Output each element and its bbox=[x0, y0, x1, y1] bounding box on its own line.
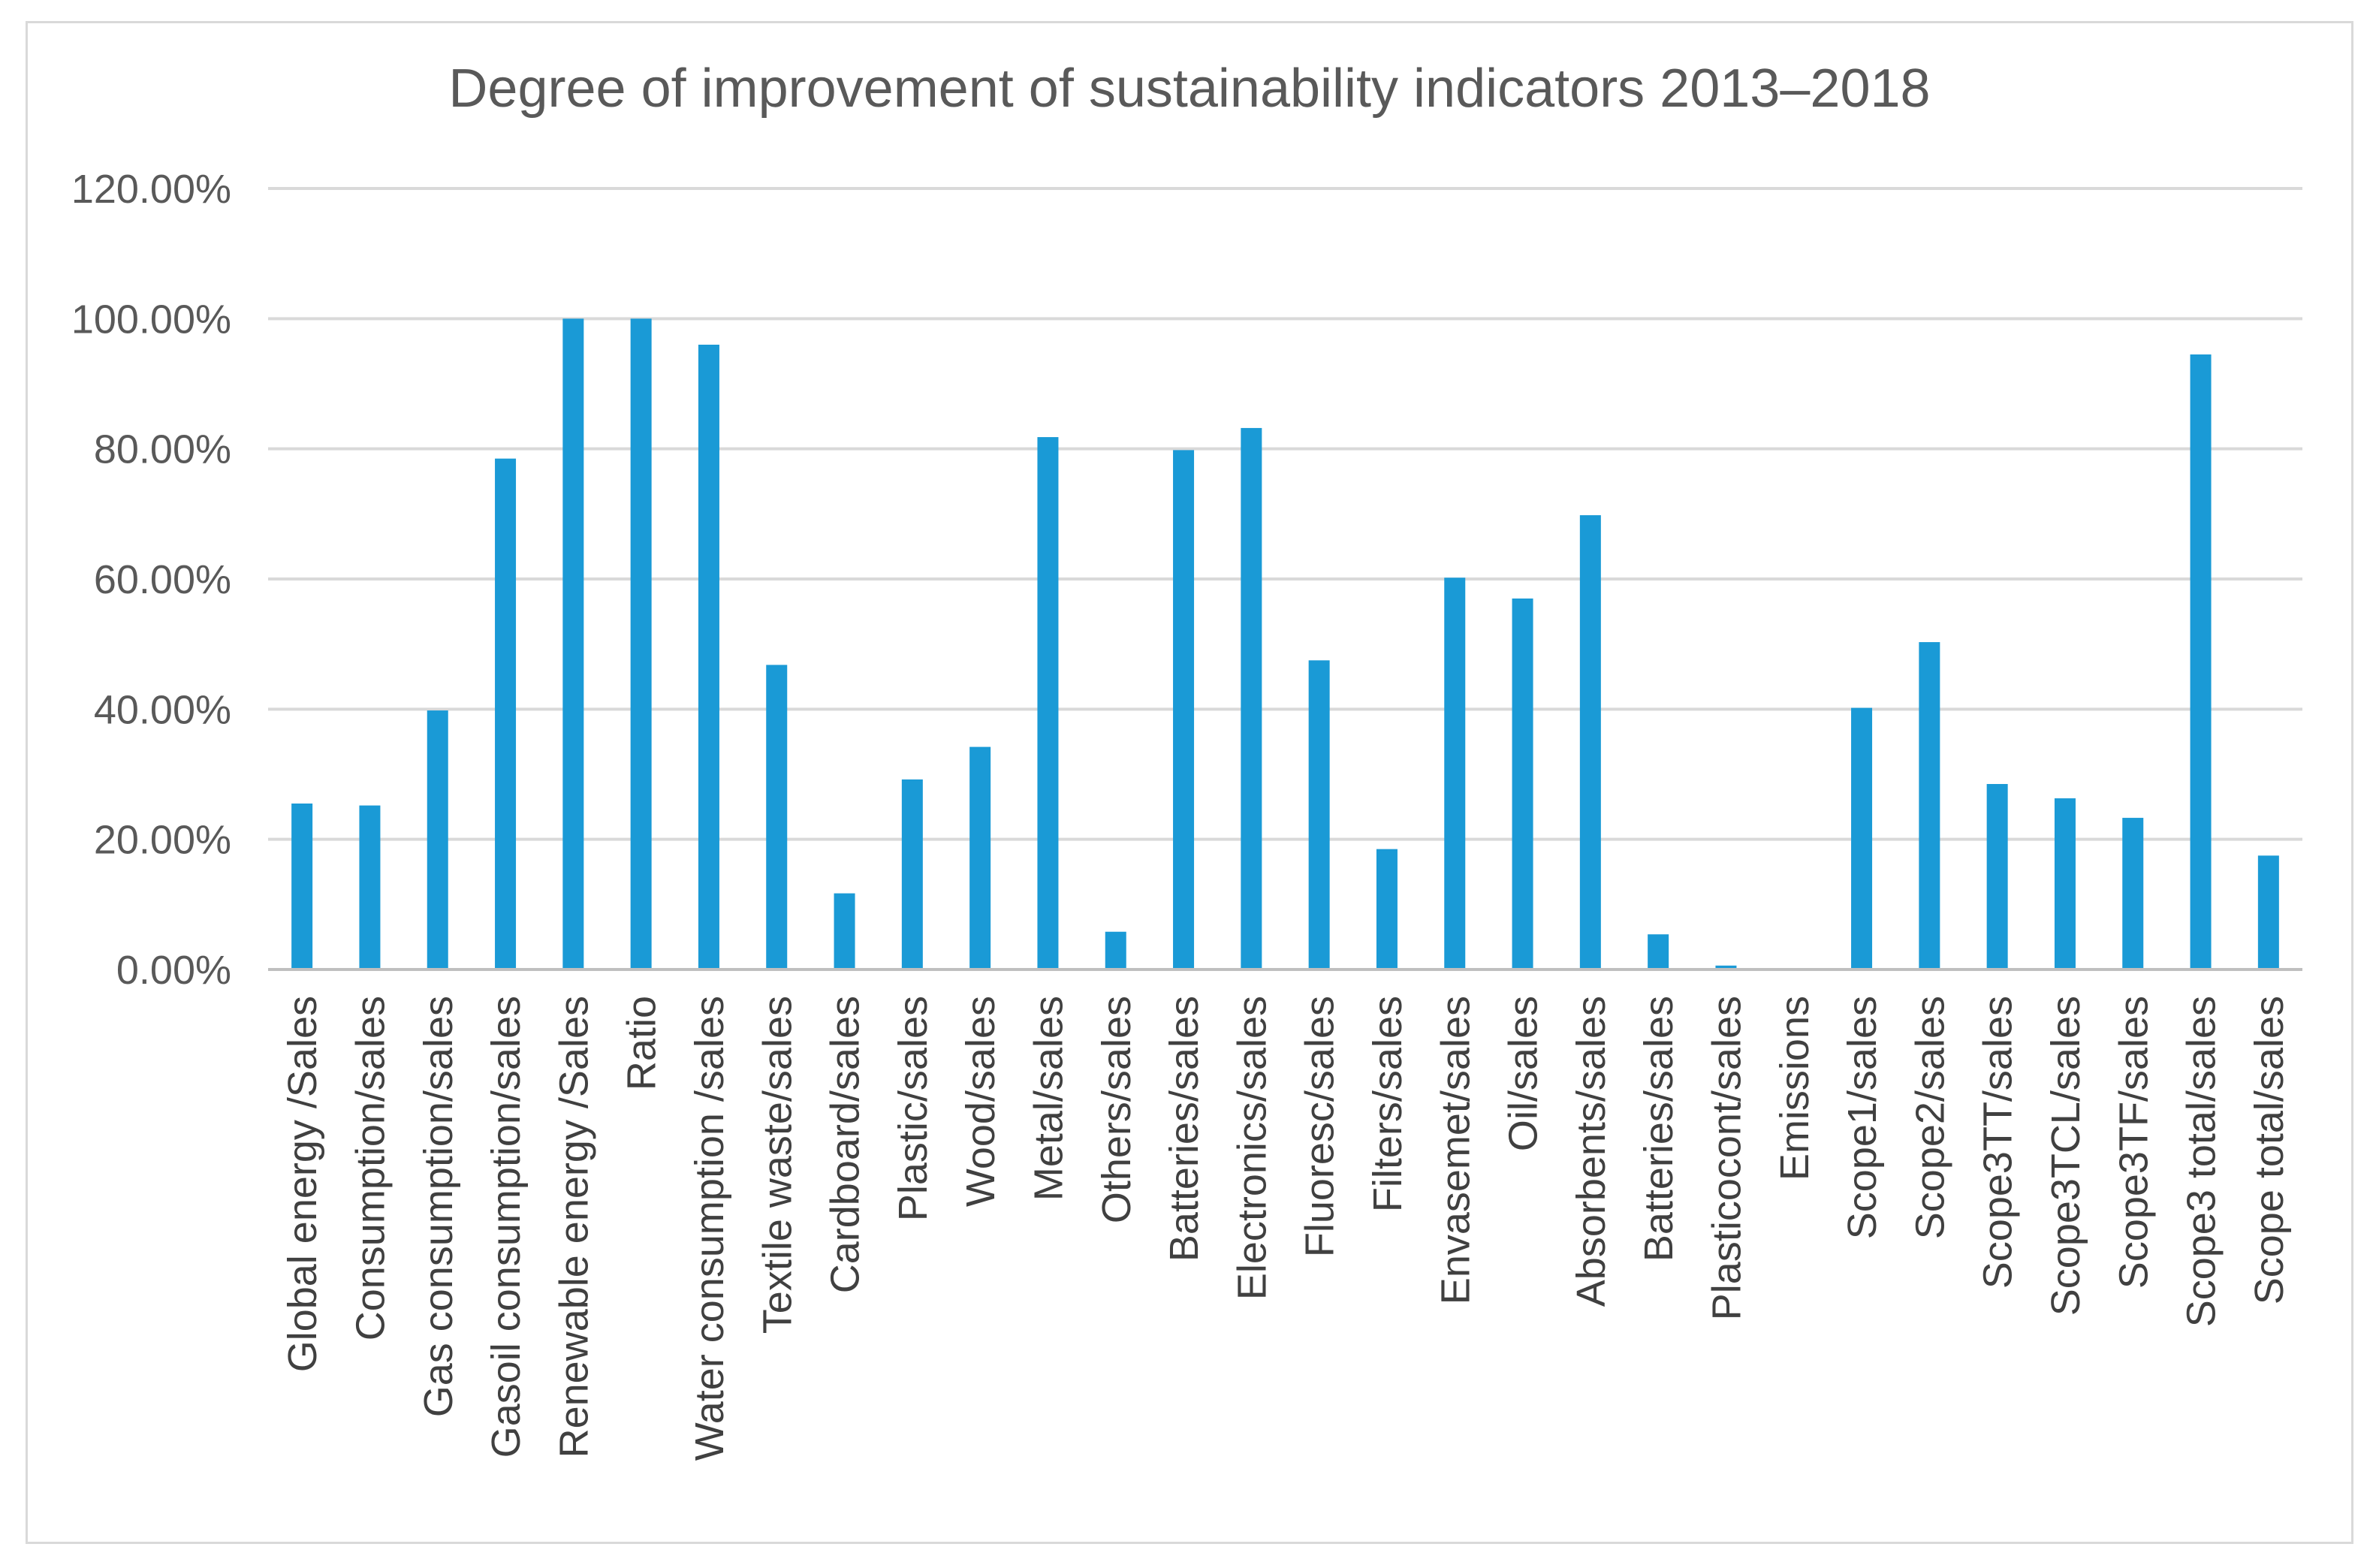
y-axis-tick-labels: 0.00% 20.00% 40.00% 60.00% 80.00% 100.00% 120.… bbox=[71, 167, 231, 993]
x-category-label: Envasemet/sales bbox=[1433, 996, 1478, 1304]
bar bbox=[2257, 855, 2279, 969]
bar bbox=[1241, 427, 1262, 969]
y-tick-label: 60.00% bbox=[94, 557, 231, 602]
x-category-label: Batteries/sales bbox=[1162, 996, 1207, 1262]
bar bbox=[1986, 784, 2008, 969]
bar bbox=[2054, 798, 2076, 969]
x-category-label: Others/sales bbox=[1094, 996, 1139, 1223]
chart-title: Degree of improvement of sustainability … bbox=[448, 59, 1930, 119]
bar bbox=[427, 710, 448, 969]
x-category-label: Fluoresc/sales bbox=[1298, 996, 1343, 1257]
bar bbox=[969, 746, 991, 969]
x-category-label: Consumption/sales bbox=[348, 996, 393, 1340]
x-category-label: Gasoil consumption/sales bbox=[484, 996, 529, 1458]
bar bbox=[1579, 515, 1601, 969]
x-category-label: Emissions bbox=[1772, 996, 1817, 1181]
bar bbox=[901, 779, 923, 969]
x-category-label: Plastic/sales bbox=[891, 996, 936, 1221]
bar bbox=[1105, 931, 1126, 969]
y-tick-label: 80.00% bbox=[94, 427, 231, 472]
y-tick-label: 0.00% bbox=[116, 948, 231, 993]
x-category-label: Textile waste/sales bbox=[755, 996, 800, 1334]
bar bbox=[1648, 934, 1669, 969]
x-category-label: Scope3TF/sales bbox=[2111, 996, 2156, 1289]
x-category-label: Electronics/sales bbox=[1229, 996, 1274, 1300]
bar bbox=[1376, 849, 1398, 969]
bar bbox=[1444, 577, 1466, 969]
x-category-label: Scope1/sales bbox=[1840, 996, 1885, 1239]
x-category-label: Ratio bbox=[620, 996, 665, 1090]
x-category-label: Wood/sales bbox=[958, 996, 1003, 1207]
bar bbox=[495, 458, 517, 969]
x-category-label: Metal/sales bbox=[1026, 996, 1071, 1201]
gridlines bbox=[268, 187, 2302, 841]
bar bbox=[562, 318, 584, 969]
x-category-label: Plasticocont/sales bbox=[1704, 996, 1749, 1320]
x-category-label: Water consumption /sales bbox=[687, 996, 732, 1461]
x-category-label: Oil/sales bbox=[1501, 996, 1546, 1151]
bar bbox=[1919, 642, 1940, 969]
bar bbox=[1715, 965, 1737, 969]
x-category-label: Gas consumption/sales bbox=[416, 996, 461, 1417]
x-category-label: Scope3TT/sales bbox=[1976, 996, 2021, 1289]
bar bbox=[1308, 660, 1330, 969]
x-category-label: Scope2/sales bbox=[1907, 996, 1952, 1239]
y-tick-label: 120.00% bbox=[71, 167, 231, 212]
bar bbox=[834, 893, 855, 969]
x-category-label: Scope total/sales bbox=[2247, 996, 2292, 1304]
bar bbox=[766, 665, 788, 969]
x-category-label: Renewable energy /Sales bbox=[551, 996, 596, 1458]
y-tick-label: 100.00% bbox=[71, 297, 231, 342]
bar bbox=[2190, 354, 2212, 969]
x-category-label: Batteries/sales bbox=[1636, 996, 1681, 1262]
x-category-label: Scope3 total/sales bbox=[2179, 996, 2224, 1327]
y-tick-label: 20.00% bbox=[94, 818, 231, 863]
bar bbox=[291, 804, 313, 969]
bar bbox=[630, 318, 652, 969]
x-category-label: Cardboard/sales bbox=[823, 996, 868, 1293]
x-category-label: Filters/sales bbox=[1365, 996, 1410, 1212]
bar bbox=[1173, 450, 1195, 969]
bar bbox=[698, 345, 719, 969]
bar bbox=[2122, 818, 2144, 969]
bar bbox=[1512, 599, 1533, 969]
x-axis-category-labels: Global energy /Sales Consumption/sales Gas… bbox=[280, 996, 2292, 1461]
bars bbox=[291, 318, 2279, 969]
x-category-label: Global energy /Sales bbox=[280, 996, 325, 1372]
bar bbox=[359, 805, 381, 969]
x-category-label: Scope3TCL/sales bbox=[2043, 996, 2088, 1316]
y-tick-label: 40.00% bbox=[94, 687, 231, 732]
bar bbox=[1037, 437, 1059, 969]
x-category-label: Absorbents/sales bbox=[1569, 996, 1614, 1307]
bar bbox=[1851, 707, 1873, 969]
